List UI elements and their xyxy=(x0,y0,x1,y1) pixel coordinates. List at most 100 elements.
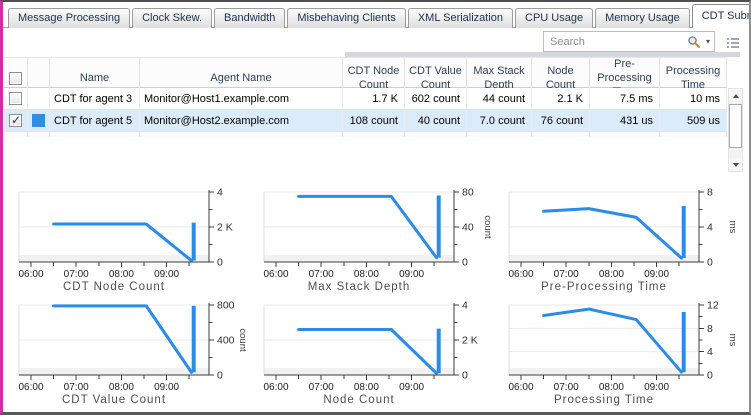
charts-grid: 06:00 07:00 08:00 09:00 0 2 K 4 CDT Node Count … xyxy=(11,186,738,407)
svg-text:06:00: 06:00 xyxy=(508,269,533,280)
svg-text:07:00: 07:00 xyxy=(64,269,89,280)
cell-name: CDT for agent 3 xyxy=(50,88,140,109)
search-options-caret-icon[interactable]: ▾ xyxy=(705,37,710,46)
tab-bar: Message Processing Clock Skew. Bandwidth… xyxy=(8,4,749,28)
svg-text:0: 0 xyxy=(707,257,713,269)
select-all-checkbox[interactable] xyxy=(9,72,22,86)
svg-text:08:00: 08:00 xyxy=(354,382,379,393)
cell-cdt-node-count: 1.7 K xyxy=(343,88,405,109)
column-header-agent-name[interactable]: Agent Name xyxy=(140,58,343,100)
cell-node-count: 2.1 K xyxy=(532,88,590,109)
svg-text:4: 4 xyxy=(707,346,713,358)
scroll-up-button[interactable] xyxy=(729,89,742,102)
column-header-name[interactable]: Name xyxy=(50,58,140,100)
cell-pre-processing-time: 7.5 ms xyxy=(590,88,660,109)
svg-text:06:00: 06:00 xyxy=(18,382,43,393)
tab-memory-usage[interactable]: Memory Usage xyxy=(595,8,690,28)
svg-text:ms: ms xyxy=(727,221,736,234)
chart-cdt-value-count: 06:00 07:00 08:00 09:00 0 400 800 count CDT Valu… xyxy=(11,299,248,407)
svg-text:08:00: 08:00 xyxy=(599,269,624,280)
scroll-down-button[interactable] xyxy=(729,158,742,171)
tab-clock-skew[interactable]: Clock Skew. xyxy=(132,8,213,28)
svg-text:09:00: 09:00 xyxy=(154,382,179,393)
search-icon[interactable] xyxy=(686,34,702,50)
svg-text:Processing Time: Processing Time xyxy=(554,394,654,406)
svg-text:0: 0 xyxy=(217,370,223,382)
svg-text:07:00: 07:00 xyxy=(309,382,334,393)
scrollbar-thumb[interactable] xyxy=(729,104,742,148)
svg-text:0: 0 xyxy=(217,257,223,269)
cell-cdt-node-count: 108 count xyxy=(343,110,405,131)
cell-name: CDT for agent 5 xyxy=(50,110,140,131)
chart-processing-time: 06:00 07:00 08:00 09:00 0 4 8 12 ms Processing Ti… xyxy=(501,299,738,407)
checkbox-cell xyxy=(4,110,28,131)
color-column-header[interactable] xyxy=(28,58,50,100)
cell-agent-name: Monitor@Host2.example.com xyxy=(140,110,343,131)
svg-text:80: 80 xyxy=(462,187,474,199)
cell-pre-processing-time: 431 us xyxy=(590,110,660,131)
table-row[interactable]: CDT for agent 5 Monitor@Host2.example.co… xyxy=(4,110,727,132)
column-header-cdt-node-count[interactable]: CDT Node Count xyxy=(343,58,405,100)
svg-text:8: 8 xyxy=(707,187,713,199)
cell-processing-time: 509 us xyxy=(660,110,727,131)
svg-text:800: 800 xyxy=(217,300,235,312)
column-header-processing-time[interactable]: Processing Time xyxy=(660,58,727,100)
svg-text:CDT Node Count: CDT Node Count xyxy=(63,281,165,293)
svg-text:06:00: 06:00 xyxy=(263,382,288,393)
svg-text:09:00: 09:00 xyxy=(644,269,669,280)
svg-text:07:00: 07:00 xyxy=(554,269,579,280)
row-checkbox[interactable] xyxy=(9,92,22,105)
svg-text:CDT Value Count: CDT Value Count xyxy=(62,394,166,406)
svg-text:ms: ms xyxy=(727,334,736,347)
svg-text:0: 0 xyxy=(462,370,468,382)
svg-text:8: 8 xyxy=(707,323,713,335)
svg-text:09:00: 09:00 xyxy=(399,269,424,280)
table-vertical-scrollbar[interactable] xyxy=(728,88,743,172)
tab-message-processing[interactable]: Message Processing xyxy=(8,8,131,28)
table-horizontal-scrollbar[interactable] xyxy=(345,52,740,57)
tab-misbehaving-clients[interactable]: Misbehaving Clients xyxy=(287,8,406,28)
chart-node-count: 06:00 07:00 08:00 09:00 0 2 K 4 Node Count xyxy=(256,299,493,407)
svg-text:0: 0 xyxy=(462,257,468,269)
chart-cdt-node-count: 06:00 07:00 08:00 09:00 0 2 K 4 CDT Node Count xyxy=(11,186,248,294)
chart-canvas: 06:00 07:00 08:00 09:00 0 400 800 count CDT Valu… xyxy=(18,300,246,407)
svg-text:06:00: 06:00 xyxy=(263,269,288,280)
svg-text:40: 40 xyxy=(462,222,474,234)
svg-text:09:00: 09:00 xyxy=(399,382,424,393)
chart-canvas: 06:00 07:00 08:00 09:00 0 2 K 4 Node Count xyxy=(263,300,477,407)
row-checkbox[interactable] xyxy=(9,113,22,127)
table-header-row: Name Agent Name CDT Node Count CDT Value… xyxy=(4,57,727,100)
column-header-node-count[interactable]: Node Count xyxy=(532,58,590,100)
tab-xml-serialization[interactable]: XML Serialization xyxy=(407,8,514,28)
table-row[interactable]: CDT for agent 3 Monitor@Host1.example.co… xyxy=(4,88,727,110)
up-arrow-icon xyxy=(732,93,739,98)
svg-text:06:00: 06:00 xyxy=(508,382,533,393)
checkbox-cell xyxy=(4,88,28,109)
svg-text:09:00: 09:00 xyxy=(154,269,179,280)
svg-text:07:00: 07:00 xyxy=(554,382,579,393)
svg-text:06:00: 06:00 xyxy=(18,269,43,280)
chart-canvas: 06:00 07:00 08:00 09:00 0 4 8 12 ms Processing Ti… xyxy=(508,300,736,407)
svg-text:Node Count: Node Count xyxy=(323,394,394,406)
tab-cpu-usage[interactable]: CPU Usage xyxy=(515,8,594,28)
search-input[interactable] xyxy=(544,35,686,48)
svg-text:08:00: 08:00 xyxy=(354,269,379,280)
tab-cdt-submission[interactable]: CDT Submission xyxy=(691,4,749,28)
tab-bandwidth[interactable]: Bandwidth xyxy=(214,8,286,28)
svg-text:2 K: 2 K xyxy=(217,222,233,234)
chart-canvas: 06:00 07:00 08:00 09:00 0 4 8 ms Pre-Processing … xyxy=(508,187,736,294)
cell-cdt-value-count: 40 count xyxy=(405,110,467,131)
series-color-cell xyxy=(28,88,50,109)
svg-text:12: 12 xyxy=(707,300,719,312)
chart-max-stack-depth: 06:00 07:00 08:00 09:00 0 40 80 count Max Stack … xyxy=(256,186,493,294)
svg-text:count: count xyxy=(237,328,246,352)
column-chooser-icon[interactable] xyxy=(725,35,741,49)
column-header-cdt-value-count[interactable]: CDT Value Count xyxy=(405,58,467,100)
svg-text:count: count xyxy=(482,215,491,239)
svg-text:4: 4 xyxy=(707,222,713,234)
chart-pre-processing-time: 06:00 07:00 08:00 09:00 0 4 8 ms Pre-Processing … xyxy=(501,186,738,294)
svg-text:Pre-Processing Time: Pre-Processing Time xyxy=(541,281,667,293)
column-header-max-stack-depth[interactable]: Max Stack Depth xyxy=(467,58,532,100)
chart-canvas: 06:00 07:00 08:00 09:00 0 40 80 count Max Stack … xyxy=(263,187,491,294)
